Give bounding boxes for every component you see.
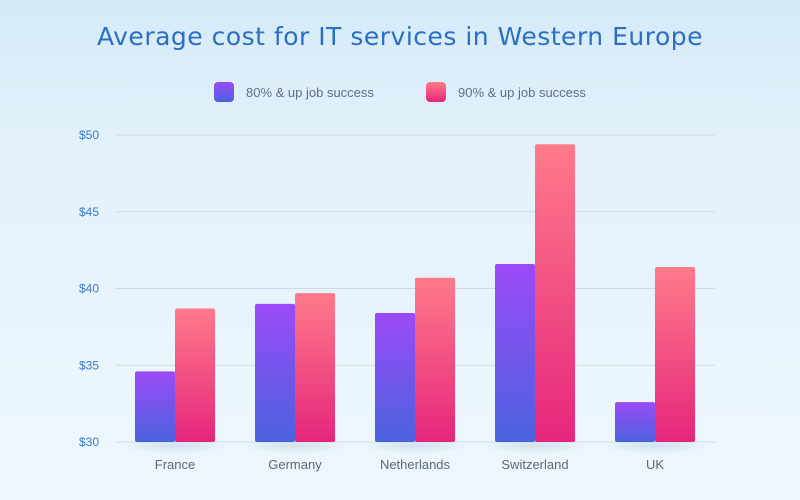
legend-label-series-1: 80% & up job success xyxy=(246,84,374,100)
legend-swatch-series-1 xyxy=(214,82,234,102)
chart-title: Average cost for IT services in Western … xyxy=(97,22,703,51)
legend-swatch-series-2 xyxy=(426,82,446,102)
bar-90pct-switzerland xyxy=(535,144,575,442)
x-tick-label: UK xyxy=(646,457,664,472)
y-tick-label: $35 xyxy=(79,358,99,372)
y-tick-label: $45 xyxy=(79,205,99,219)
y-tick-label: $30 xyxy=(79,435,99,449)
x-tick-label: Netherlands xyxy=(380,457,451,472)
bar-90pct-france xyxy=(175,308,215,442)
bar-80pct-france xyxy=(135,371,175,442)
bar-80pct-uk xyxy=(615,402,655,442)
x-tick-label: Germany xyxy=(268,457,322,472)
legend-item-series-1: 80% & up job success xyxy=(214,82,374,102)
legend-item-series-2: 90% & up job success xyxy=(426,82,586,102)
bar-90pct-germany xyxy=(295,293,335,442)
y-tick-label: $50 xyxy=(79,128,99,142)
bar-90pct-uk xyxy=(655,267,695,442)
legend-label-series-2: 90% & up job success xyxy=(458,84,586,100)
x-tick-label: Switzerland xyxy=(501,457,568,472)
chart-legend: 80% & up job success 90% & up job succes… xyxy=(0,82,800,106)
y-tick-label: $40 xyxy=(79,282,99,296)
bar-80pct-germany xyxy=(255,303,295,442)
bar-80pct-switzerland xyxy=(495,263,535,442)
x-tick-label: France xyxy=(155,457,195,472)
bar-80pct-netherlands xyxy=(375,313,415,442)
bar-90pct-netherlands xyxy=(415,277,455,442)
